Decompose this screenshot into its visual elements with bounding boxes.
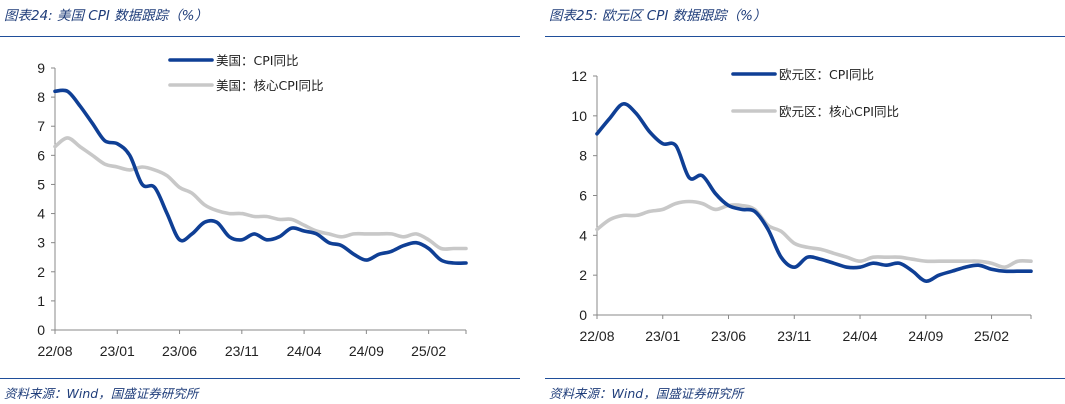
title-rule — [545, 36, 1065, 37]
x-tick-label: 23/11 — [777, 328, 811, 344]
x-tick-label: 24/04 — [843, 328, 878, 344]
source-note: 资料来源：Wind，国盛证券研究所 — [549, 386, 744, 401]
chart-panel-us: 图表24: 美国 CPI 数据跟踪（%） 0 1 2 3 4 5 6 7 8 9 22/08 23/0… — [0, 0, 520, 404]
y-tick-label: 8 — [579, 148, 587, 164]
x-tick-label: 25/02 — [974, 328, 1009, 344]
y-tick-label: 4 — [37, 206, 45, 222]
series-line-2 — [53, 136, 468, 251]
x-tick-label: 23/01 — [100, 343, 135, 359]
x-tick-label: 24/09 — [908, 328, 943, 344]
series-line-1 — [53, 88, 468, 266]
x-tick-label: 23/06 — [162, 343, 197, 359]
y-tick-label: 10 — [571, 108, 587, 124]
source-note: 资料来源：Wind，国盛证券研究所 — [4, 386, 199, 401]
source-rule — [545, 378, 1065, 379]
series-line-2 — [595, 199, 1033, 270]
y-tick-label: 7 — [37, 118, 45, 134]
series-line-1 — [595, 102, 1033, 283]
y-tick-label: 6 — [37, 147, 45, 163]
y-tick-label: 3 — [37, 235, 45, 251]
y-tick-label: 8 — [37, 89, 45, 105]
euro-cpi-chart: 0 2 4 6 8 10 12 22/08 23/01 23/06 23/11 24/04 24/09 2… — [571, 67, 1033, 344]
x-tick-label: 24/09 — [349, 343, 384, 359]
x-tick-label: 23/06 — [711, 328, 746, 344]
y-tick-label: 4 — [579, 227, 587, 243]
x-tick-label: 25/02 — [411, 343, 446, 359]
chart-title: 图表25: 欧元区 CPI 数据跟踪（%） — [549, 8, 767, 24]
y-tick-label: 2 — [579, 267, 587, 283]
chart-panel-euro: 图表25: 欧元区 CPI 数据跟踪（%） 0 2 4 6 8 10 12 22/08 23/0… — [545, 0, 1065, 404]
y-tick-label: 9 — [37, 60, 45, 76]
y-tick-label: 1 — [37, 293, 45, 309]
y-tick-label: 0 — [37, 322, 45, 338]
title-rule — [0, 36, 520, 37]
legend-label: 欧元区：CPI同比 — [779, 67, 874, 82]
legend-label: 欧元区：核心CPI同比 — [779, 104, 899, 119]
x-tick-label: 23/11 — [225, 343, 259, 359]
y-tick-label: 6 — [579, 188, 587, 204]
x-tick-label: 24/04 — [287, 343, 322, 359]
y-tick-label: 0 — [579, 307, 587, 323]
legend-label: 美国：CPI同比 — [216, 53, 298, 68]
x-tick-label: 22/08 — [37, 343, 72, 359]
y-tick-label: 12 — [571, 68, 587, 84]
x-tick-label: 23/01 — [645, 328, 680, 344]
x-tick-label: 22/08 — [579, 328, 614, 344]
us-cpi-chart: 0 1 2 3 4 5 6 7 8 9 22/08 23/01 23/06 23/11 24/04 24/09… — [37, 53, 468, 359]
y-tick-label: 2 — [37, 264, 45, 280]
legend-label: 美国：核心CPI同比 — [216, 78, 323, 93]
y-tick-label: 5 — [37, 176, 45, 192]
source-rule — [0, 378, 520, 379]
chart-title: 图表24: 美国 CPI 数据跟踪（%） — [4, 8, 208, 24]
